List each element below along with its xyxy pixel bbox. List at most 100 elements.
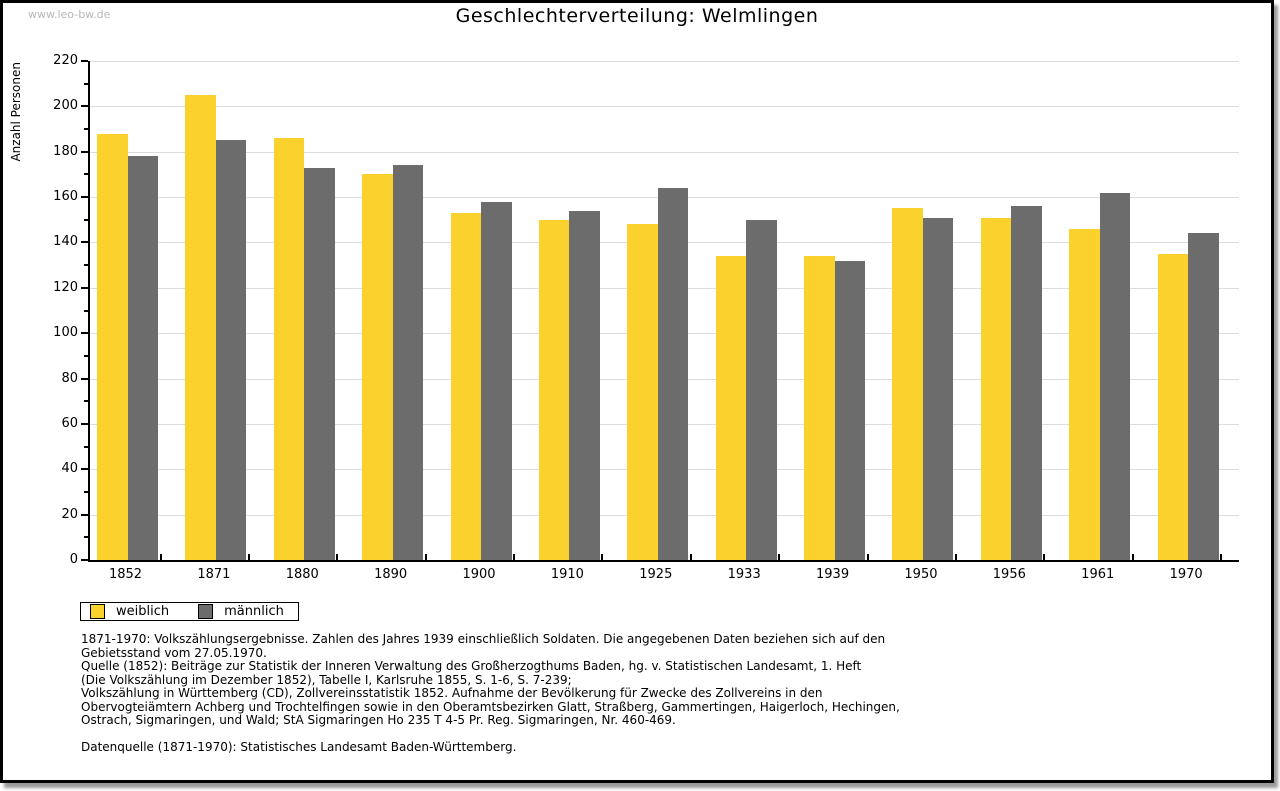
bar-männlich-1970 <box>1188 233 1219 560</box>
y-axis-tick-label-60: 60 <box>61 415 78 431</box>
y-tick-50 <box>84 445 88 448</box>
gridline-200 <box>90 106 1239 108</box>
bar-weiblich-1956 <box>980 217 1012 560</box>
x-axis-category-label-1933: 1933 <box>727 567 761 582</box>
y-tick-160 <box>81 196 88 199</box>
legend-item-männlich: männlich <box>198 604 284 619</box>
x-axis-tick-1871 <box>247 554 250 560</box>
y-tick-80 <box>81 377 88 380</box>
x-axis-tick-1933 <box>778 554 781 560</box>
x-axis-tick-1961 <box>1131 554 1134 560</box>
chart-title: Geschlechterverteilung: Welmlingen <box>455 5 819 27</box>
x-axis-category-label-1950: 1950 <box>904 567 938 582</box>
y-tick-190 <box>84 128 88 131</box>
x-axis-category-label-1890: 1890 <box>374 567 408 582</box>
bar-weiblich-1880 <box>273 138 305 560</box>
x-axis-category-label-1939: 1939 <box>816 567 850 582</box>
y-tick-210 <box>84 82 88 85</box>
x-axis-tick-1956 <box>1043 554 1046 560</box>
y-axis-tick-label-160: 160 <box>53 189 78 205</box>
y-axis-tick-label-120: 120 <box>53 279 78 295</box>
y-tick-30 <box>84 490 88 493</box>
y-axis-tick-label-40: 40 <box>61 461 78 477</box>
x-axis-tick-1900 <box>513 554 516 560</box>
footnote-line-4: (Die Volkszählung im Dezember 1852), Tab… <box>81 672 572 687</box>
y-tick-200 <box>81 105 88 108</box>
bar-weiblich-1852 <box>97 133 128 560</box>
x-axis-tick-1939 <box>866 554 869 560</box>
bar-weiblich-1900 <box>450 212 482 560</box>
x-axis-tick-1880 <box>336 554 339 560</box>
x-axis-category-label-1970: 1970 <box>1169 567 1203 582</box>
x-axis-tick-1950 <box>954 554 957 560</box>
legend: weiblich männlich <box>80 602 299 621</box>
y-tick-130 <box>84 264 88 267</box>
bar-weiblich-1910 <box>538 219 570 560</box>
x-axis-category-label-1956: 1956 <box>992 567 1026 582</box>
y-tick-120 <box>81 286 88 289</box>
y-tick-90 <box>84 354 88 357</box>
legend-swatch-männlich <box>198 604 214 619</box>
y-tick-0 <box>81 559 88 561</box>
bar-weiblich-1890 <box>362 174 393 560</box>
y-tick-170 <box>84 173 88 176</box>
bar-weiblich-1970 <box>1157 253 1189 560</box>
x-axis-category-label-1852: 1852 <box>108 567 143 582</box>
bar-männlich-1890 <box>392 165 424 560</box>
x-axis-category-label-1871: 1871 <box>197 567 231 582</box>
y-axis-tick-label-220: 220 <box>53 53 78 68</box>
y-tick-40 <box>81 468 88 471</box>
y-axis-tick-label-180: 180 <box>53 143 78 159</box>
y-tick-100 <box>81 332 88 335</box>
bar-männlich-1925 <box>657 188 689 560</box>
y-axis-tick-label-80: 80 <box>61 370 78 386</box>
bar-männlich-1939 <box>834 260 866 560</box>
gridline-220 <box>90 61 1239 62</box>
y-axis-tick-label-200: 200 <box>53 98 78 114</box>
x-axis-category-label-1900: 1900 <box>462 567 496 582</box>
legend-swatch-weiblich <box>90 604 105 619</box>
bar-männlich-1910 <box>569 210 600 560</box>
x-axis-category-label-1925: 1925 <box>639 567 673 582</box>
x-axis-tick-1970 <box>1220 554 1223 560</box>
bar-männlich-1852 <box>127 156 158 560</box>
bar-männlich-1950 <box>922 217 954 560</box>
bar-männlich-1871 <box>215 140 247 560</box>
footnote-line-6: Obervogteiämtern Achberg und Trochtelfin… <box>81 699 900 714</box>
y-axis-title: Anzahl Personen <box>9 62 23 162</box>
legend-label-weiblich: weiblich <box>116 604 170 619</box>
y-tick-140 <box>81 241 88 244</box>
bar-weiblich-1961 <box>1069 228 1100 560</box>
bar-männlich-1880 <box>304 167 335 560</box>
y-tick-60 <box>81 422 88 425</box>
y-axis-tick-label-20: 20 <box>61 506 78 522</box>
datasource-line: Datenquelle (1871-1970): Statistisches L… <box>81 740 517 754</box>
footnote-line-1: 1871-1970: Volkszählungsergebnisse. Zahl… <box>81 632 886 646</box>
y-tick-10 <box>84 536 88 539</box>
footnote-line-5: Volkszählung in Württemberg (CD), Zollve… <box>81 686 823 700</box>
y-axis-tick-label-0: 0 <box>69 552 78 567</box>
plot-area <box>81 60 1239 562</box>
bar-männlich-1956 <box>1011 206 1042 560</box>
y-tick-180 <box>81 150 88 153</box>
footnote-line-3: Quelle (1852): Beiträge zur Statistik de… <box>81 659 862 673</box>
y-tick-150 <box>84 218 88 221</box>
bar-männlich-1961 <box>1099 192 1131 560</box>
footnotes: 1871-1970: Volkszählungsergebnisse. Zahl… <box>81 632 1221 755</box>
y-tick-110 <box>84 309 88 312</box>
footnote-line-2: Gebietsstand vom 27.05.1970. <box>81 645 267 660</box>
watermark-leo-bw: www.leo-bw.de <box>28 8 111 21</box>
x-axis-category-label-1880: 1880 <box>285 567 319 582</box>
bar-weiblich-1939 <box>804 256 835 560</box>
bar-weiblich-1950 <box>892 208 923 560</box>
x-axis-tick-1852 <box>159 554 162 560</box>
y-tick-220 <box>81 60 88 62</box>
x-axis-category-label-1961: 1961 <box>1081 567 1115 582</box>
gridline-180 <box>90 151 1239 153</box>
x-axis-tick-1910 <box>601 554 604 560</box>
bar-männlich-1933 <box>746 219 777 560</box>
bar-männlich-1900 <box>481 201 512 560</box>
legend-label-männlich: männlich <box>224 604 284 619</box>
y-axis-tick-label-140: 140 <box>53 234 78 250</box>
